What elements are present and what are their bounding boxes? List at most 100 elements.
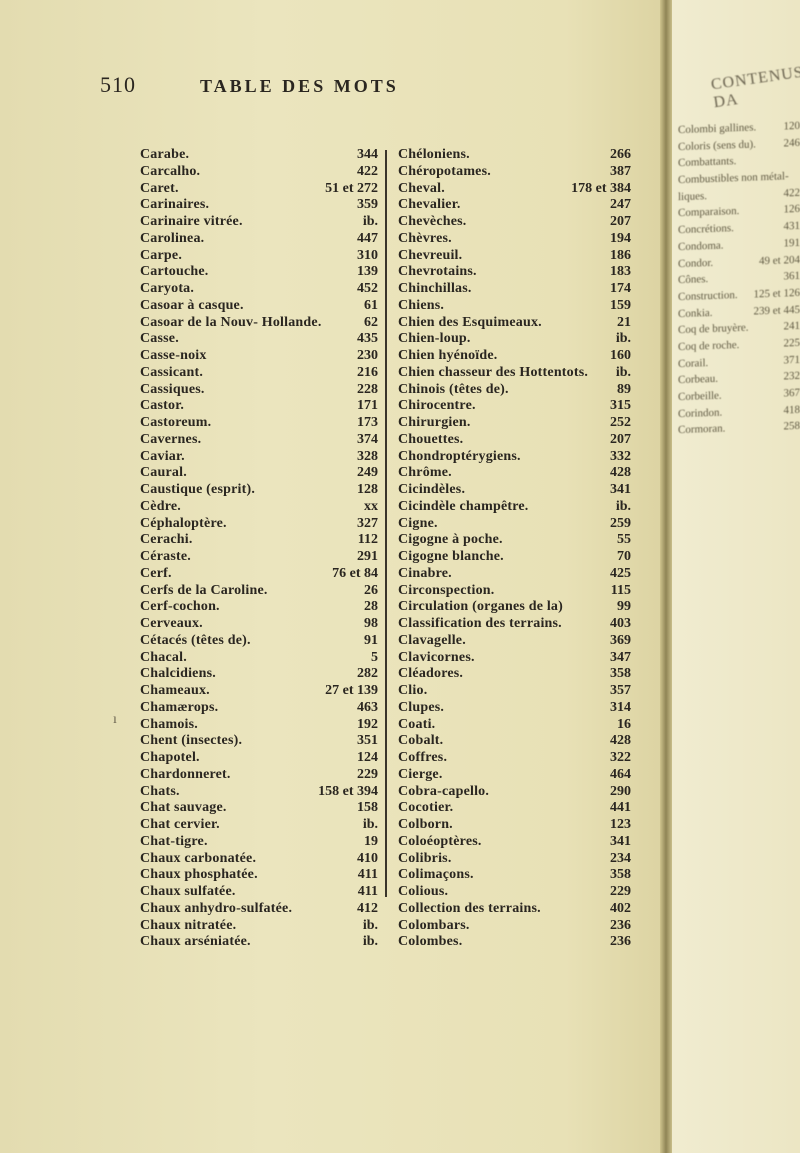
entry-page-ref: ib. <box>362 917 378 933</box>
index-entry: Circulation (organes de la) 99 <box>398 599 631 616</box>
entry-term: Carcalho. <box>140 163 201 179</box>
entry-page-ref: 422 <box>357 163 378 179</box>
entry-page-ref: 341 <box>610 833 631 849</box>
index-entry: Chaux phosphatée. 411 <box>140 867 378 884</box>
entry-term: Chinois (têtes de). <box>398 381 509 397</box>
index-entry: Chiens. 159 <box>398 298 631 315</box>
entry-page-ref: 435 <box>357 331 378 347</box>
entry-term: Cèdre. <box>140 498 181 514</box>
entry-term: Chaux arséniatée. <box>140 934 251 950</box>
index-entry: Chinchillas. 174 <box>398 281 631 298</box>
entry-page-ref: 89 <box>617 381 631 397</box>
index-entry: Céraste. 291 <box>140 549 378 566</box>
entry-page-ref: 178 et 384 <box>571 180 631 196</box>
entry-term: Colombes. <box>398 934 463 950</box>
entry-term: Cigne. <box>398 515 438 531</box>
index-entry: Cocotier. 441 <box>398 800 631 817</box>
entry-term: Cormoran. <box>678 422 726 437</box>
entry-page-ref: 351 <box>357 733 378 749</box>
entry-page-ref: 183 <box>610 264 631 280</box>
index-entry: Coloéoptères. 341 <box>398 834 631 851</box>
entry-page-ref: 266 <box>610 147 631 162</box>
index-entry: Chardonneret. 229 <box>140 767 378 784</box>
entry-term: Colombars. <box>398 917 470 933</box>
index-entry: Colibris. 234 <box>398 851 631 868</box>
entry-term: Condor. <box>678 256 714 270</box>
entry-term: Casse. <box>140 331 179 347</box>
index-entry: Cicindèle champêtre. ib. <box>398 499 631 516</box>
entry-page-ref: 369 <box>610 632 631 648</box>
index-entry: Cigogne blanche. 70 <box>398 549 631 566</box>
entry-term: Corindon. <box>678 406 723 420</box>
entry-page-ref: 341 <box>610 482 631 497</box>
entry-term: Castoreum. <box>140 415 212 430</box>
index-entry: Chirurgien. 252 <box>398 415 631 432</box>
entry-term: Chien chasseur des Hottentots. <box>398 364 589 380</box>
entry-term: Coati. <box>398 716 436 732</box>
entry-term: Cierge. <box>398 766 443 782</box>
index-entry: Chevèches. 207 <box>398 214 631 231</box>
entry-term: Chien hyénoïde. <box>398 348 498 363</box>
entry-page-ref: 70 <box>617 549 631 564</box>
entry-term: Chardonneret. <box>140 766 231 782</box>
entry-term: Collection des terrains. <box>398 900 541 916</box>
entry-page-ref: 246 <box>783 136 800 150</box>
entry-term: Cobalt. <box>398 733 444 749</box>
entry-term: Casoar de la Nouv- Hollande. <box>140 314 322 330</box>
entry-term: Caural. <box>140 465 187 481</box>
entry-page-ref: xx <box>364 498 378 514</box>
entry-term: Clupes. <box>398 699 445 715</box>
index-entry: Chèvres. 194 <box>398 231 631 248</box>
entry-page-ref: 76 et 84 <box>332 565 378 581</box>
entry-page-ref: 174 <box>610 281 631 296</box>
running-title: TABLE DES MOTS <box>200 76 399 96</box>
entry-page-ref: 259 <box>610 515 631 531</box>
entry-page-ref: 422 <box>783 186 800 200</box>
entry-term: Chevrotains. <box>398 264 477 280</box>
index-entry: Chapotel. 124 <box>140 750 378 767</box>
index-entry: Clio. 357 <box>398 683 631 700</box>
index-entry: Chrôme. 428 <box>398 465 631 482</box>
entry-page-ref: 229 <box>357 766 378 782</box>
entry-term: Céphaloptère. <box>140 515 227 531</box>
entry-term: Caviar. <box>140 448 185 464</box>
index-entry: Chaux arséniatée. ib. <box>140 934 378 951</box>
entry-term: Corail. <box>678 356 709 370</box>
index-entry: Colimaçons. 358 <box>398 867 631 884</box>
entry-term: Castor. <box>140 398 185 414</box>
entry-term: Construction. <box>678 288 738 304</box>
entry-page-ref: 411 <box>357 884 378 899</box>
book-page: 510 TABLE DES MOTS Carabe. 344 Carcalho. 42… <box>0 0 665 1153</box>
entry-page-ref: 310 <box>357 247 378 263</box>
index-column-right: Chéloniens. 266 Chéropotames. 387 Cheval. 178… <box>398 147 631 951</box>
entry-term: Cheval. <box>398 180 445 196</box>
entry-page-ref: 344 <box>357 147 378 162</box>
index-entry: Cassiques. 228 <box>140 382 378 399</box>
index-entry: Chéropotames. 387 <box>398 164 631 181</box>
entry-term: Chéropotames. <box>398 163 491 179</box>
index-entry: Chameaux. 27 et 139 <box>140 683 378 700</box>
index-entry: Chent (insectes). 351 <box>140 733 378 750</box>
entry-page-ref: 402 <box>610 900 631 916</box>
index-entry: Chien chasseur des Hottentots. ib. <box>398 365 631 382</box>
index-entry: Cobra-capello. 290 <box>398 784 631 801</box>
entry-page-ref: 173 <box>357 415 378 430</box>
entry-term: Cléadores. <box>398 666 464 682</box>
index-entry: Chinois (têtes de). 89 <box>398 382 631 399</box>
entry-term: Colious. <box>398 884 449 899</box>
page-number: 510 <box>100 72 136 97</box>
entry-page-ref: 464 <box>610 766 631 782</box>
entry-page-ref: 160 <box>610 348 631 363</box>
entry-page-ref: ib. <box>615 498 631 514</box>
entry-term: Cerveaux. <box>140 616 203 631</box>
entry-page-ref: 55 <box>617 532 631 548</box>
entry-term: Chevreuil. <box>398 247 463 263</box>
entry-term: Cinabre. <box>398 565 452 581</box>
index-entry: Colborn. 123 <box>398 817 631 834</box>
entry-term: Cônes. <box>678 273 709 287</box>
entry-term: Cigogne blanche. <box>398 549 504 564</box>
entry-page-ref: 359 <box>357 197 378 213</box>
entry-term: Chamærops. <box>140 699 219 715</box>
entry-page-ref: 282 <box>357 666 378 682</box>
entry-term: Chat cervier. <box>140 817 220 832</box>
